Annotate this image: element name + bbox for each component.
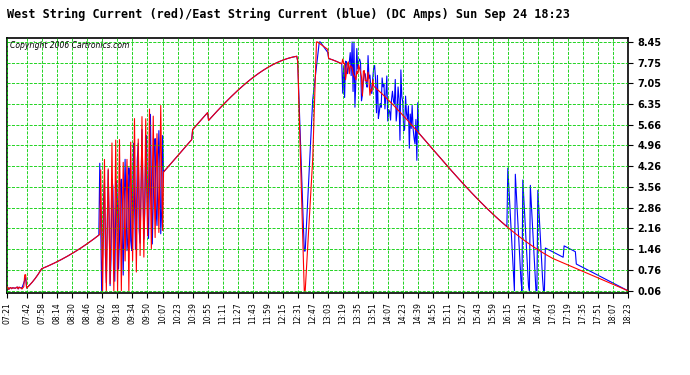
Text: Copyright 2006 Cartronics.com: Copyright 2006 Cartronics.com [10, 41, 130, 50]
Text: West String Current (red)/East String Current (blue) (DC Amps) Sun Sep 24 18:23: West String Current (red)/East String Cu… [7, 8, 570, 21]
